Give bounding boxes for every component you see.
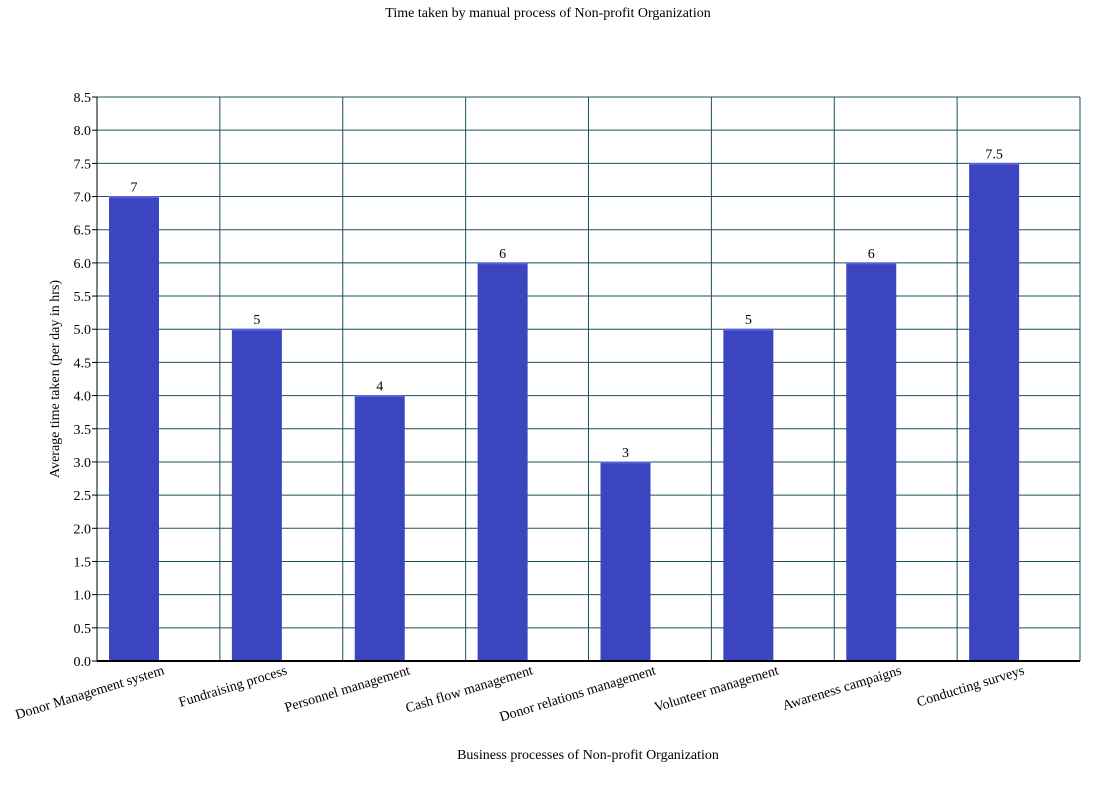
y-tick-label: 8.5 xyxy=(74,91,92,106)
data-label: 4 xyxy=(376,380,383,395)
axis-layer xyxy=(92,96,1080,662)
data-label: 7.5 xyxy=(985,147,1003,162)
y-tick-label: 5.5 xyxy=(74,290,92,305)
bars-layer xyxy=(109,162,1020,661)
data-label: 3 xyxy=(622,446,629,461)
y-axis-label: Average time taken (per day in hrs) xyxy=(48,280,63,478)
y-tick-label: 0.5 xyxy=(74,622,92,637)
bar xyxy=(354,395,405,661)
chart-title: Time taken by manual process of Non-prof… xyxy=(385,6,710,21)
y-tick-label: 8.0 xyxy=(74,124,92,139)
y-tick-label: 2.0 xyxy=(74,522,92,537)
data-labels: 7 5 4 6 3 5 6 7.5 xyxy=(131,147,1003,461)
bar xyxy=(109,196,159,661)
x-tick-label: Conducting surveys xyxy=(915,663,1026,710)
bar xyxy=(231,329,282,661)
data-label: 7 xyxy=(131,181,138,196)
x-tick-label: Fundraising process xyxy=(177,663,289,710)
y-tick-labels: 0.0 0.5 1.0 1.5 2.0 2.5 3.0 3.5 4.0 4.5 5.0 5.5 6.0 6… xyxy=(74,91,92,670)
bar xyxy=(969,163,1020,661)
y-tick-label: 4.0 xyxy=(74,390,92,405)
data-label: 5 xyxy=(253,313,260,328)
x-tick-label: Personnel management xyxy=(283,663,412,715)
y-tick-label: 7.0 xyxy=(74,191,92,206)
x-tick-label: Awareness campaigns xyxy=(781,663,904,713)
bar xyxy=(477,262,528,661)
data-label: 6 xyxy=(868,247,875,262)
x-axis-label: Business processes of Non-profit Organiz… xyxy=(457,748,719,763)
y-tick-label: 2.5 xyxy=(74,489,92,504)
bar xyxy=(846,262,897,661)
y-tick-label: 1.0 xyxy=(74,589,92,604)
bar xyxy=(723,329,774,661)
x-tick-labels: Donor Management system Fundraising proce… xyxy=(14,663,1026,725)
data-label: 5 xyxy=(745,313,752,328)
data-label: 6 xyxy=(499,247,506,262)
y-tick-label: 7.5 xyxy=(74,157,92,172)
y-tick-label: 3.0 xyxy=(74,456,92,471)
y-tick-label: 4.5 xyxy=(74,356,92,371)
x-tick-label: Donor Management system xyxy=(14,663,166,723)
x-tick-label: Volunteer management xyxy=(653,663,781,715)
y-tick-label: 6.0 xyxy=(74,257,92,272)
y-tick-label: 0.0 xyxy=(74,655,92,670)
y-tick-label: 3.5 xyxy=(74,423,92,438)
bar xyxy=(600,461,651,661)
y-tick-label: 5.0 xyxy=(74,323,92,338)
y-tick-label: 1.5 xyxy=(74,555,92,570)
y-tick-label: 6.5 xyxy=(74,224,92,239)
